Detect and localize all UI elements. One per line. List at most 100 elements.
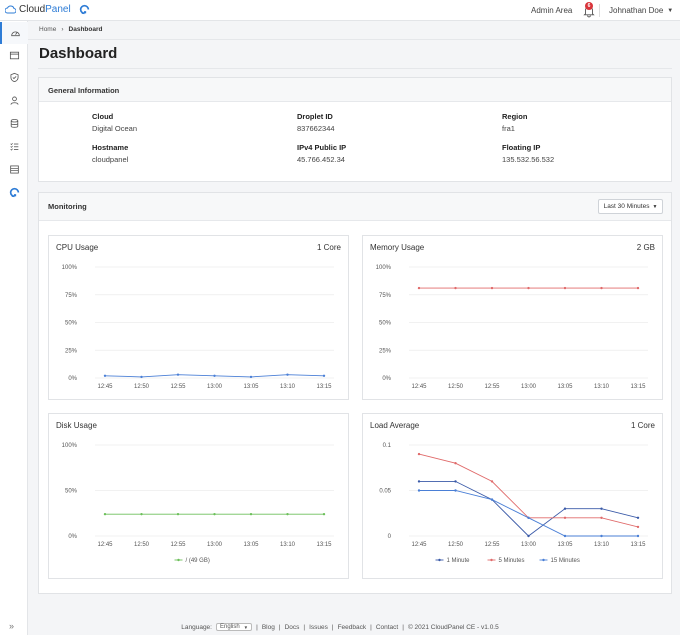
x-tick-label: 13:10 — [594, 384, 610, 390]
data-point — [454, 462, 457, 465]
info-value: fra1 — [502, 124, 515, 133]
info-label: Region — [502, 112, 528, 121]
sidebar-item-dashboard[interactable] — [0, 22, 28, 44]
language-select[interactable]: English ▼ — [215, 623, 253, 631]
data-point — [490, 480, 494, 483]
x-tick-label: 12:45 — [411, 542, 427, 548]
data-point — [636, 525, 640, 529]
data-point — [103, 374, 107, 377]
data-point — [176, 373, 180, 376]
data-point — [600, 534, 603, 538]
copyright: © 2021 CloudPanel CE - v1.0.5 — [407, 623, 499, 631]
x-tick-label: 12:50 — [134, 542, 150, 548]
memory-chart-plot: 100% 75% 50% 25% 0% 12:45 12:50 12:55 13:00 13:05… — [376, 265, 648, 390]
sidebar-item-digitalocean[interactable] — [0, 181, 28, 203]
x-tick-label: 12:45 — [411, 384, 427, 390]
x-tick-label: 13:10 — [280, 542, 296, 548]
footer-link-docs[interactable]: Docs — [284, 623, 300, 631]
x-tick-label: 12:55 — [484, 542, 500, 548]
caret-down-icon: ▼ — [243, 624, 249, 630]
x-tick-label: 13:00 — [521, 384, 537, 390]
footer-link-issues[interactable]: Issues — [309, 623, 328, 631]
y-tick-label: 50% — [379, 321, 392, 327]
caret-down-icon: ▼ — [667, 7, 674, 14]
divider — [28, 39, 680, 40]
x-tick-label: 13:00 — [207, 542, 223, 548]
sidebar-item-sites[interactable] — [0, 44, 28, 66]
legend-label: 1 Minute — [447, 558, 471, 564]
data-point — [563, 507, 567, 510]
user-menu[interactable]: Johnathan Doe ▼ — [609, 6, 673, 15]
x-tick-label: 13:15 — [630, 384, 646, 390]
x-tick-label: 12:50 — [134, 384, 150, 390]
data-point — [527, 286, 530, 290]
disk-usage-chart: Disk Usage 100% 50% 0% 12:45 12:50 12:55 13:00… — [48, 413, 349, 579]
footer-link-feedback[interactable]: Feedback — [337, 623, 367, 631]
brand[interactable]: CloudPanel — [5, 4, 90, 15]
chart-title: Memory Usage — [370, 243, 425, 252]
sidebar: » — [0, 21, 28, 635]
footer: Language: English ▼ | Blog | Docs | Issu… — [0, 623, 680, 631]
data-point — [322, 512, 326, 516]
data-point — [490, 498, 494, 501]
expand-sidebar-icon[interactable]: » — [9, 621, 15, 631]
x-tick-label: 13:05 — [557, 384, 573, 390]
y-tick-label: 0% — [382, 376, 391, 382]
user-icon — [10, 96, 18, 105]
sidebar-item-databases[interactable] — [0, 112, 28, 134]
footer-separator: | — [256, 623, 258, 631]
x-tick-label: 13:00 — [521, 542, 537, 548]
info-label: Droplet ID — [297, 112, 333, 121]
y-tick-label: 0 — [388, 534, 392, 540]
chart-subtitle: 1 Core — [630, 421, 655, 430]
y-tick-label: 75% — [65, 293, 78, 299]
sidebar-item-tasks[interactable] — [0, 135, 28, 157]
footer-link-blog[interactable]: Blog — [261, 623, 275, 631]
breadcrumb: Home › Dashboard — [39, 26, 102, 33]
y-tick-label: 0.05 — [379, 489, 391, 495]
legend-marker — [542, 558, 545, 562]
footer-link-contact[interactable]: Contact — [375, 623, 399, 631]
data-point — [563, 534, 567, 538]
data-point — [140, 375, 143, 379]
info-value: cloudpanel — [92, 155, 129, 164]
data-point — [176, 512, 180, 516]
data-point — [600, 286, 603, 290]
y-tick-label: 0.1 — [383, 443, 392, 449]
series-line — [419, 490, 638, 537]
data-point — [103, 512, 107, 516]
general-information-card: General Information Cloud Digital Ocean … — [38, 77, 672, 182]
language-value: English — [219, 624, 240, 630]
y-tick-label: 0% — [68, 376, 77, 382]
x-tick-label: 13:15 — [630, 542, 646, 548]
x-tick-label: 12:45 — [97, 542, 113, 548]
data-point — [454, 489, 457, 492]
sidebar-item-security[interactable] — [0, 66, 28, 88]
legend-marker — [490, 558, 493, 562]
info-label: Hostname — [92, 143, 129, 152]
sidebar-item-users[interactable] — [0, 89, 28, 111]
digitalocean-icon — [9, 187, 19, 197]
info-value: Digital Ocean — [92, 124, 138, 133]
x-tick-label: 13:00 — [207, 384, 223, 390]
breadcrumb-home[interactable]: Home — [39, 26, 57, 33]
chart-title: Disk Usage — [56, 421, 97, 430]
cpu-usage-chart: CPU Usage 1 Core 100% 75% 50% 25% 0% 12:45 12:… — [48, 235, 349, 400]
x-tick-label: 13:15 — [316, 384, 332, 390]
user-name: Johnathan Doe — [609, 6, 664, 15]
checklist-icon — [9, 142, 18, 151]
footer-separator: | — [402, 623, 404, 631]
data-point — [286, 512, 289, 516]
admin-area-link[interactable]: Admin Area — [531, 6, 573, 15]
y-tick-label: 100% — [376, 265, 392, 271]
x-tick-label: 13:05 — [243, 384, 259, 390]
sidebar-item-logs[interactable] — [0, 158, 28, 180]
info-droplet-id: Droplet ID 837662344 — [297, 112, 335, 133]
y-tick-label: 100% — [62, 443, 78, 449]
chart-title: Load Average — [370, 421, 420, 430]
legend-label: / (49 GB) — [186, 558, 210, 564]
time-range-dropdown[interactable]: Last 30 Minutes ▼ — [598, 199, 663, 214]
series-line — [419, 480, 639, 537]
data-point — [417, 286, 421, 290]
info-ipv4: IPv4 Public IP 45.766.452.34 — [297, 143, 346, 164]
